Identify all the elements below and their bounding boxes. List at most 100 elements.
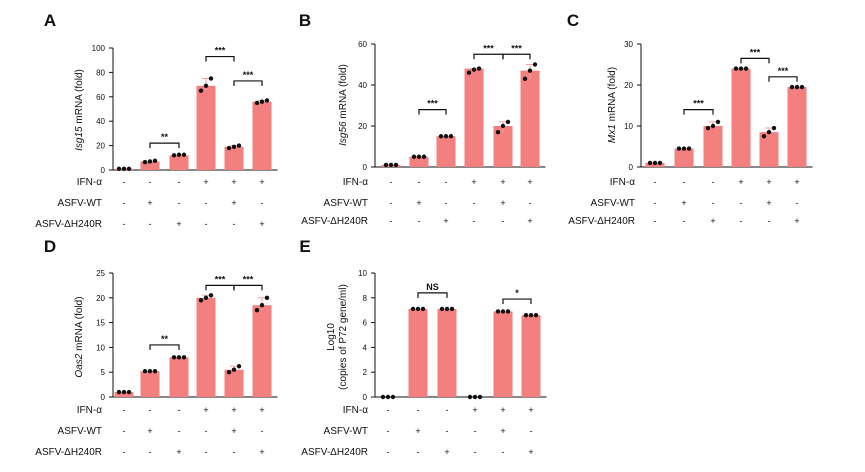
y-tick-label: 80 (96, 68, 105, 77)
significance-label: *** (750, 47, 761, 57)
condition-sign: - (178, 198, 181, 208)
chart-panel-b: B 0 20 40 60 Isg56 mRNA (fold) *** *** *** IFN-α -… (299, 11, 546, 227)
condition-sign: - (529, 198, 532, 208)
bar (521, 315, 541, 397)
data-point (264, 98, 270, 103)
y-axis-label-line1: Log10 (326, 323, 337, 351)
condition-sign: + (176, 219, 181, 229)
condition-sign: - (445, 198, 448, 208)
data-point (733, 66, 739, 71)
data-point (383, 162, 389, 168)
y-tick-label: 0 (629, 163, 634, 172)
data-point (686, 146, 692, 151)
condition-sign: - (502, 447, 505, 457)
condition-sign: + (738, 177, 743, 187)
data-point (226, 145, 232, 151)
condition-sign: - (149, 447, 152, 457)
y-tick-label: 40 (358, 81, 367, 90)
bar (520, 70, 540, 167)
data-point (799, 84, 805, 90)
condition-sign: - (417, 405, 420, 415)
y-tick-label: 20 (358, 122, 367, 131)
bar (464, 68, 484, 167)
significance-label: *** (427, 99, 438, 109)
significance-label: ** (161, 132, 169, 142)
condition-sign: + (500, 405, 505, 415)
data-point (259, 303, 265, 308)
condition-sign: + (710, 216, 715, 226)
y-axis-label: Isg15 mRNA (fold) (74, 69, 85, 151)
data-point (152, 158, 158, 164)
y-axis-label-gene: Isg56 (338, 121, 349, 146)
condition-sign: + (231, 198, 236, 208)
condition-label: ASFV-ΔH240R (301, 216, 368, 227)
data-point (527, 68, 533, 73)
data-point (467, 394, 473, 400)
data-point (142, 369, 148, 374)
data-point (171, 355, 177, 360)
significance-bracket (502, 298, 532, 305)
data-point (181, 152, 187, 157)
condition-sign: - (473, 216, 476, 226)
condition-sign: - (233, 219, 236, 229)
data-point (147, 159, 153, 164)
bar (493, 126, 513, 167)
condition-sign: - (149, 219, 152, 229)
bar (114, 392, 134, 397)
panel-letter: D (44, 237, 56, 256)
data-point (528, 312, 534, 318)
data-point (121, 166, 127, 171)
condition-label: ASFV-WT (591, 198, 635, 209)
data-point (532, 62, 538, 67)
significance-label: *** (243, 70, 254, 80)
bar (224, 146, 244, 170)
condition-sign: - (123, 219, 126, 229)
condition-sign: + (147, 426, 152, 436)
significance-label: * (515, 288, 519, 298)
condition-sign: - (387, 426, 390, 436)
bar (409, 156, 429, 167)
condition-sign: - (446, 405, 449, 415)
condition-sign: + (681, 198, 686, 208)
data-point (198, 88, 204, 93)
data-point (203, 83, 209, 89)
significance-bracket (418, 109, 447, 115)
condition-sign: - (123, 198, 126, 208)
data-point (198, 298, 204, 303)
condition-sign: - (654, 177, 657, 187)
y-tick-label: 0 (101, 166, 106, 175)
data-point (676, 146, 682, 151)
condition-sign: + (231, 405, 236, 415)
significance-bracket (502, 53, 531, 60)
data-point (657, 160, 663, 166)
y-axis-label-unit: mRNA (fold) (607, 67, 618, 124)
condition-sign: + (527, 216, 532, 226)
condition-sign: - (123, 426, 126, 436)
bar (252, 305, 272, 397)
condition-sign: - (233, 447, 236, 457)
data-point (533, 312, 539, 318)
condition-sign: + (259, 219, 264, 229)
bar (408, 308, 428, 397)
data-point (411, 154, 417, 159)
data-point (505, 309, 511, 314)
data-point (476, 66, 482, 71)
condition-sign: + (443, 216, 448, 226)
bar (169, 357, 189, 397)
condition-sign: + (528, 447, 533, 457)
significance-label: *** (511, 43, 522, 53)
condition-sign: - (178, 405, 181, 415)
data-point (495, 129, 501, 135)
condition-sign: - (683, 216, 686, 226)
data-point (176, 355, 182, 360)
bar (759, 132, 779, 167)
data-point (388, 162, 394, 168)
y-tick-label: 40 (96, 117, 105, 126)
data-point (121, 389, 127, 395)
bar (674, 148, 694, 167)
data-point (116, 166, 122, 171)
data-point (208, 293, 214, 298)
condition-sign: - (149, 405, 152, 415)
condition-sign: + (259, 177, 264, 187)
y-tick-label: 60 (358, 40, 367, 49)
